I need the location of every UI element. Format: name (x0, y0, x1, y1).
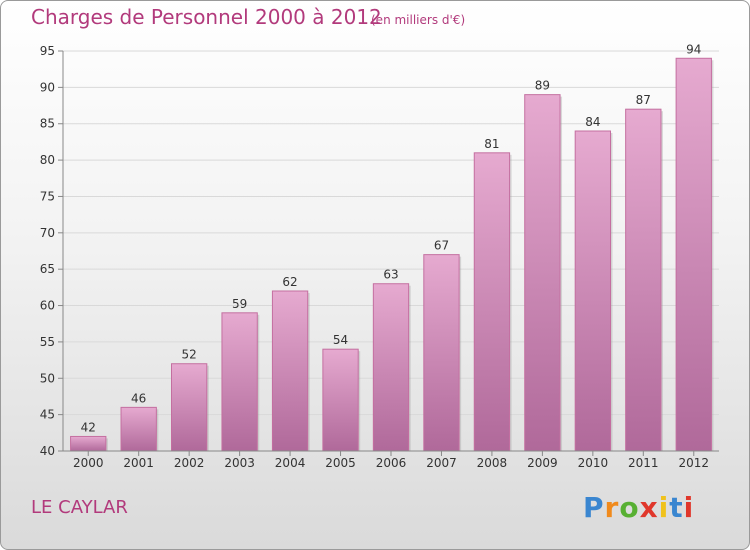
chart-subtitle: (en milliers d'€) (371, 13, 466, 27)
y-tick-label: 95 (40, 44, 55, 58)
bar (221, 312, 258, 452)
x-tick-label: 2003 (224, 456, 255, 470)
logo-letter: i (658, 491, 670, 524)
data-label: 81 (484, 137, 499, 151)
x-tick-label: 2011 (628, 456, 659, 470)
bar (120, 406, 157, 452)
data-label: 94 (686, 42, 701, 56)
x-tick-label: 2000 (73, 456, 104, 470)
data-label: 84 (585, 115, 600, 129)
y-tick-label: 70 (40, 226, 55, 240)
y-tick-label: 90 (40, 80, 55, 94)
bar (675, 57, 712, 452)
data-label: 52 (182, 348, 197, 362)
data-label: 42 (81, 420, 96, 434)
x-tick-label: 2001 (123, 456, 154, 470)
x-tick-label: 2004 (275, 456, 306, 470)
data-label: 89 (535, 79, 550, 93)
data-label: 54 (333, 333, 348, 347)
y-tick-label: 80 (40, 153, 55, 167)
data-label: 63 (383, 268, 398, 282)
bar (423, 254, 460, 452)
logo-letter: x (639, 491, 659, 524)
bar (70, 435, 107, 452)
x-tick-label: 2002 (174, 456, 205, 470)
data-label: 62 (282, 275, 297, 289)
chart-title: Charges de Personnel 2000 à 2012 (31, 5, 382, 29)
y-tick-label: 85 (40, 117, 55, 131)
data-label: 46 (131, 391, 146, 405)
x-tick-label: 2008 (477, 456, 508, 470)
x-tick-label: 2006 (376, 456, 407, 470)
x-tick-label: 2010 (578, 456, 609, 470)
bar (473, 152, 511, 452)
logo-letter: r (604, 491, 620, 524)
bar (524, 94, 561, 452)
y-tick-label: 55 (40, 335, 55, 349)
logo-letter: i (683, 491, 695, 524)
bar (372, 283, 410, 452)
x-tick-label: 2009 (527, 456, 558, 470)
commune-name: LE CAYLAR (31, 497, 128, 518)
logo-letter: P (583, 491, 605, 524)
bar (574, 130, 612, 452)
y-tick-label: 75 (40, 189, 55, 203)
bar (170, 363, 208, 452)
bar (625, 108, 662, 452)
y-tick-label: 60 (40, 299, 55, 313)
y-tick-label: 50 (40, 371, 55, 385)
y-tick-label: 65 (40, 262, 55, 276)
bar (271, 290, 309, 452)
bar (322, 348, 359, 452)
logo-letter: t (669, 491, 684, 524)
y-tick-label: 45 (40, 408, 55, 422)
data-label: 67 (434, 239, 449, 253)
data-label: 87 (636, 93, 651, 107)
data-label: 59 (232, 297, 247, 311)
x-tick-label: 2007 (426, 456, 457, 470)
y-tick-label: 40 (40, 444, 55, 458)
logo-letter: o (619, 491, 640, 524)
proxiti-logo: Proxiti (583, 491, 694, 524)
x-tick-label: 2012 (678, 456, 709, 470)
x-tick-label: 2005 (325, 456, 356, 470)
